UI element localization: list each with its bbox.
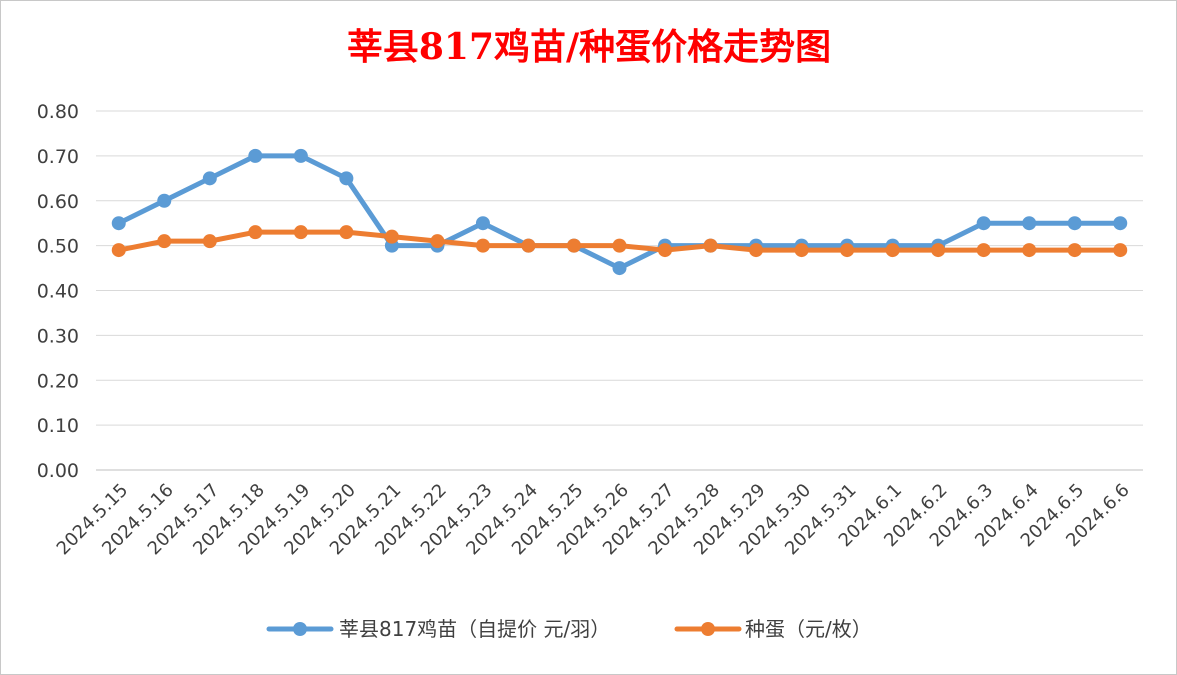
y-tick-label: 0.50 xyxy=(37,236,79,258)
y-axis-ticks: 0.00 0.10 0.20 0.30 0.40 0.50 0.60 0.70 0.80 xyxy=(37,101,79,482)
gridlines xyxy=(96,110,1143,471)
data-point[interactable] xyxy=(703,238,718,253)
data-point[interactable] xyxy=(1022,243,1037,258)
y-tick-label: 0.10 xyxy=(37,415,79,437)
y-tick-label: 0.40 xyxy=(37,281,79,303)
data-point[interactable] xyxy=(885,243,900,258)
series-1 xyxy=(111,225,1128,258)
data-point[interactable] xyxy=(293,225,308,240)
data-point[interactable] xyxy=(658,243,673,258)
series-lines xyxy=(111,148,1128,276)
data-point[interactable] xyxy=(1067,216,1082,231)
legend-item-egg[interactable]: 种蛋（元/枚） xyxy=(674,617,872,641)
data-point[interactable] xyxy=(475,238,490,253)
data-point[interactable] xyxy=(202,171,217,186)
data-point[interactable] xyxy=(976,216,991,231)
x-axis-ticks: 2024.5.152024.5.162024.5.172024.5.182024… xyxy=(53,480,1134,560)
data-point[interactable] xyxy=(293,148,308,163)
data-point[interactable] xyxy=(430,234,445,249)
y-tick-label: 0.70 xyxy=(37,146,79,168)
y-tick-label: 0.80 xyxy=(37,101,79,123)
data-point[interactable] xyxy=(931,243,946,258)
data-point[interactable] xyxy=(157,193,172,208)
y-tick-label: 0.20 xyxy=(37,370,79,392)
legend[interactable]: 莘县817鸡苗（自提价 元/羽） 种蛋（元/枚） xyxy=(266,617,872,641)
data-point[interactable] xyxy=(749,243,764,258)
data-point[interactable] xyxy=(521,238,536,253)
data-point[interactable] xyxy=(566,238,581,253)
legend-label-chick: 莘县817鸡苗（自提价 元/羽） xyxy=(339,617,610,641)
legend-item-chick[interactable]: 莘县817鸡苗（自提价 元/羽） xyxy=(266,617,610,641)
data-point[interactable] xyxy=(612,261,627,276)
data-point[interactable] xyxy=(157,234,172,249)
chart-title: 莘县817鸡苗/种蛋价格走势图 xyxy=(347,26,831,68)
data-point[interactable] xyxy=(475,216,490,231)
data-point[interactable] xyxy=(1067,243,1082,258)
data-point[interactable] xyxy=(1022,216,1037,231)
data-point[interactable] xyxy=(111,216,126,231)
data-point[interactable] xyxy=(384,229,399,244)
data-point[interactable] xyxy=(248,148,263,163)
data-point[interactable] xyxy=(1113,216,1128,231)
data-point[interactable] xyxy=(111,243,126,258)
legend-label-egg: 种蛋（元/枚） xyxy=(745,617,872,641)
data-point[interactable] xyxy=(248,225,263,240)
series-0 xyxy=(111,148,1128,276)
data-point[interactable] xyxy=(1113,243,1128,258)
data-point[interactable] xyxy=(339,171,354,186)
y-tick-label: 0.60 xyxy=(37,191,79,213)
data-point[interactable] xyxy=(840,243,855,258)
data-point[interactable] xyxy=(202,234,217,249)
data-point[interactable] xyxy=(976,243,991,258)
y-tick-label: 0.00 xyxy=(37,460,79,482)
data-point[interactable] xyxy=(339,225,354,240)
y-tick-label: 0.30 xyxy=(37,325,79,347)
data-point[interactable] xyxy=(794,243,809,258)
data-point[interactable] xyxy=(612,238,627,253)
